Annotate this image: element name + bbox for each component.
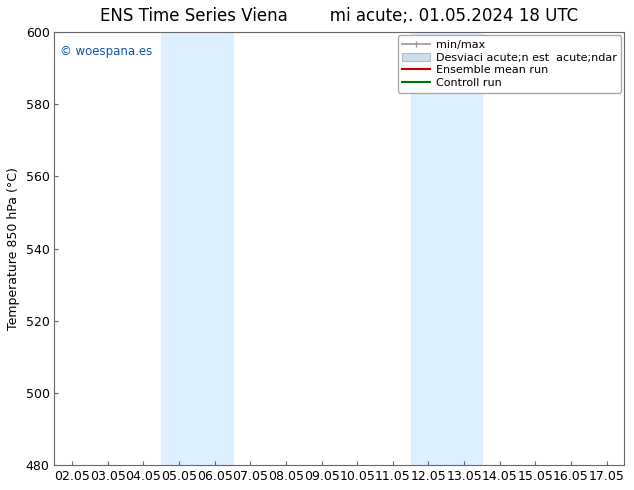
- Bar: [161, 32, 233, 465]
- Text: © woespana.es: © woespana.es: [60, 45, 152, 58]
- Legend: min/max, Desviaci acute;n est  acute;ndar, Ensemble mean run, Controll run: min/max, Desviaci acute;n est acute;ndar…: [398, 35, 621, 93]
- Title: ENS Time Series Viena        mi acute;. 01.05.2024 18 UTC: ENS Time Series Viena mi acute;. 01.05.2…: [100, 7, 578, 25]
- Bar: [411, 32, 482, 465]
- Y-axis label: Temperature 850 hPa (°C): Temperature 850 hPa (°C): [7, 167, 20, 330]
